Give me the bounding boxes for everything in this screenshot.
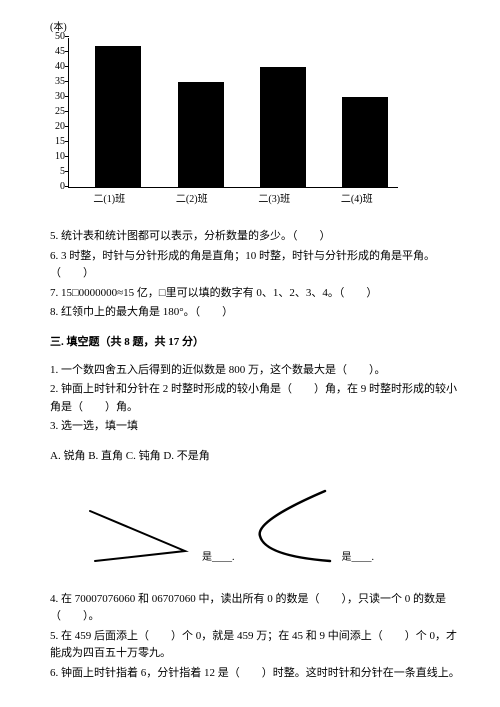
bar-chart: (本) 05101520253035404550 二(1)班二(2)班二(3)班… <box>50 20 460 208</box>
fill-q5: 5. 在 459 后面添上（ ）个 0，就是 459 万；在 45 和 9 中间… <box>50 628 460 663</box>
x-tick-label: 二(4)班 <box>316 192 399 208</box>
y-tick-mark <box>65 141 69 142</box>
chart-bar <box>260 67 306 187</box>
y-tick-mark <box>65 111 69 112</box>
chart-plot-area: 05101520253035404550 <box>68 38 398 188</box>
shape-1-blank: 是____. <box>202 550 235 566</box>
fill-q3: 3. 选一选，填一填 <box>50 418 460 436</box>
y-tick-mark <box>65 66 69 67</box>
y-tick-label: 25 <box>47 104 65 120</box>
fill-q6: 6. 钟面上时针指着 6，分针指着 12 是（ ）时整。这时时针和分针在一条直线… <box>50 665 460 683</box>
y-tick-label: 45 <box>47 44 65 60</box>
shape-1-wrap: 是____. <box>80 506 235 566</box>
x-tick-label: 二(1)班 <box>68 192 151 208</box>
shape-2-wrap: 是____. <box>250 486 375 566</box>
chart-bar <box>342 97 388 187</box>
y-tick-label: 50 <box>47 29 65 45</box>
angle-shapes-row: 是____. 是____. <box>80 486 460 566</box>
y-tick-label: 35 <box>47 74 65 90</box>
y-tick-mark <box>65 51 69 52</box>
y-tick-label: 10 <box>47 149 65 165</box>
angle-shape-1 <box>80 506 200 566</box>
y-tick-mark <box>65 171 69 172</box>
curve-shape-2 <box>250 486 340 566</box>
shape-2-blank: 是____. <box>342 550 375 566</box>
fill-options: A. 锐角 B. 直角 C. 钝角 D. 不是角 <box>50 448 460 466</box>
y-tick-label: 0 <box>47 179 65 195</box>
x-tick-label: 二(3)班 <box>233 192 316 208</box>
chart-bar <box>95 46 141 187</box>
y-tick-label: 5 <box>47 164 65 180</box>
y-tick-label: 40 <box>47 59 65 75</box>
y-tick-mark <box>65 126 69 127</box>
y-tick-label: 20 <box>47 119 65 135</box>
y-tick-mark <box>65 186 69 187</box>
chart-bar <box>178 82 224 187</box>
judge-q7: 7. 15□0000000≈15 亿，□里可以填的数字有 0、1、2、3、4。（… <box>50 285 460 303</box>
y-tick-mark <box>65 156 69 157</box>
fill-q4: 4. 在 70007076060 和 06707060 中，读出所有 0 的数是… <box>50 591 460 626</box>
y-tick-label: 30 <box>47 89 65 105</box>
section3-title: 三. 填空题（共 8 题，共 17 分） <box>50 334 460 352</box>
y-tick-mark <box>65 81 69 82</box>
x-tick-label: 二(2)班 <box>151 192 234 208</box>
y-tick-label: 15 <box>47 134 65 150</box>
x-axis-labels: 二(1)班二(2)班二(3)班二(4)班 <box>68 188 398 208</box>
fill-q2: 2. 钟面上时针和分针在 2 时整时形成的较小角是（ ）角，在 9 时整时形成的… <box>50 381 460 416</box>
fill-q1: 1. 一个数四舍五入后得到的近似数是 800 万，这个数最大是（ ）。 <box>50 362 460 380</box>
y-tick-mark <box>65 96 69 97</box>
y-tick-mark <box>65 36 69 37</box>
judge-q5: 5. 统计表和统计图都可以表示，分析数量的多少。（ ） <box>50 228 460 246</box>
judge-q8: 8. 红领巾上的最大角是 180°。（ ） <box>50 304 460 322</box>
y-axis-unit: (本) <box>50 20 460 36</box>
judge-q6: 6. 3 时整，时针与分针形成的角是直角；10 时整，时针与分针形成的角是平角。… <box>50 248 460 283</box>
